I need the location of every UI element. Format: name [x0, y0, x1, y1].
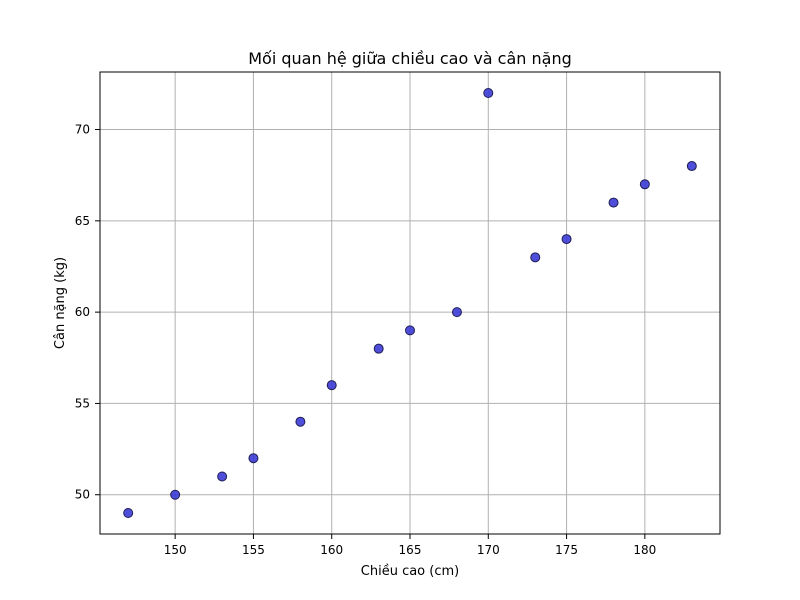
data-point	[217, 471, 228, 482]
x-tick-label: 160	[320, 543, 343, 557]
x-tick-label: 175	[555, 543, 578, 557]
data-point	[530, 252, 541, 263]
y-tick-label: 65	[75, 214, 90, 228]
data-point	[295, 416, 306, 427]
tick-layer: 150 155 160 165 170 175 180 50 55 60 65 70	[75, 123, 657, 557]
data-point	[483, 88, 494, 98]
x-tick-label: 170	[477, 543, 500, 557]
data-point	[686, 161, 697, 172]
data-point	[170, 489, 181, 500]
data-point	[561, 234, 572, 245]
x-tick-label: 180	[633, 543, 656, 557]
chart-title: Mối quan hệ giữa chiều cao và cân nặng	[248, 49, 572, 68]
data-point	[451, 307, 462, 318]
data-point	[248, 453, 259, 464]
data-point	[608, 197, 619, 208]
data-point	[326, 380, 337, 391]
point-layer	[123, 88, 697, 518]
data-point	[405, 325, 415, 336]
y-axis-label: Cân nặng (kg)	[53, 257, 68, 349]
y-tick-label: 70	[75, 123, 90, 137]
y-tick-label: 60	[75, 305, 90, 319]
grid-layer	[100, 72, 720, 534]
x-tick-label: 150	[164, 543, 187, 557]
y-tick-label: 50	[75, 488, 90, 502]
x-tick-label: 165	[399, 543, 422, 557]
data-point	[373, 343, 384, 354]
x-axis-label: Chiều cao (cm)	[361, 564, 459, 579]
x-tick-label: 155	[242, 543, 265, 557]
y-tick-label: 55	[75, 396, 90, 410]
data-point	[639, 179, 650, 190]
data-point	[123, 508, 134, 518]
